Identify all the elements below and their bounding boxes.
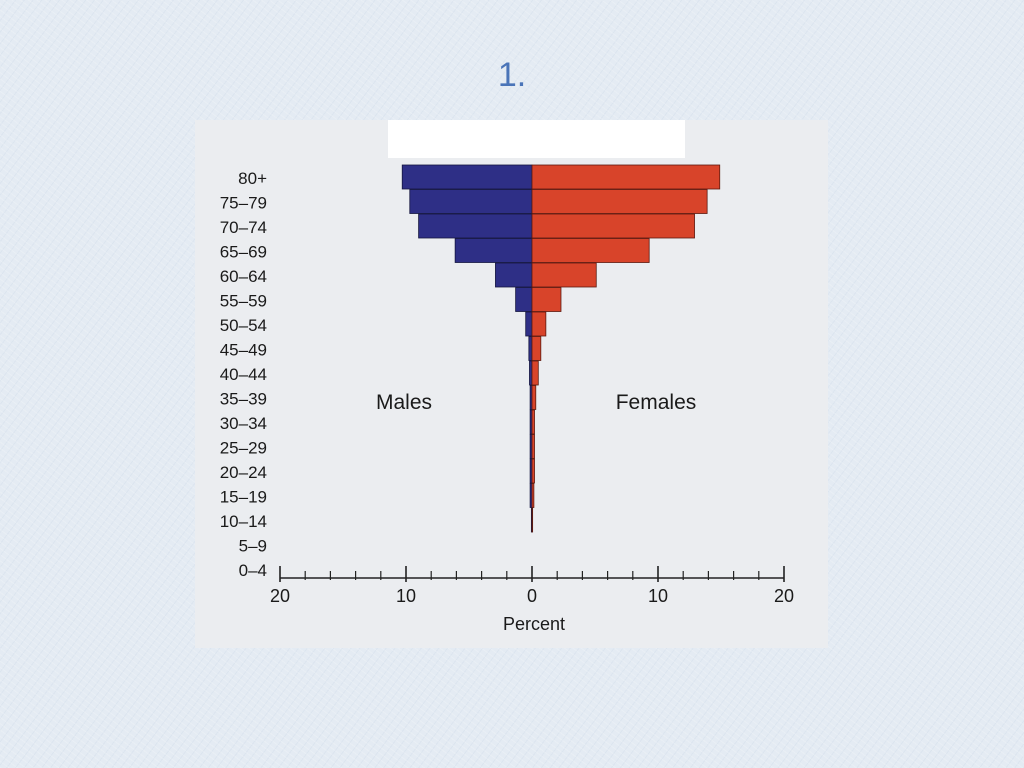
- bar-females-13: [531, 483, 535, 508]
- age-label-10: 30–34: [220, 414, 267, 433]
- age-label-0: 80+: [238, 169, 267, 188]
- age-label-5: 55–59: [220, 292, 267, 311]
- age-label-13: 15–19: [220, 488, 267, 507]
- bar-males-4: [495, 262, 533, 288]
- age-label-12: 20–24: [220, 463, 267, 482]
- tick-label-0: 20: [270, 586, 290, 606]
- age-label-6: 50–54: [220, 316, 267, 335]
- tick-label-2: 0: [527, 586, 537, 606]
- x-axis: 20 10 0 10 20: [270, 566, 794, 606]
- bar-females-1: [531, 189, 708, 214]
- age-label-16: 0–4: [239, 561, 267, 580]
- age-label-14: 10–14: [220, 512, 267, 531]
- age-label-9: 35–39: [220, 390, 267, 409]
- tick-label-3: 10: [648, 586, 668, 606]
- age-label-15: 5–9: [239, 537, 267, 556]
- tick-label-4: 20: [774, 586, 794, 606]
- bar-females-11: [531, 434, 535, 459]
- bar-females-0: [531, 164, 721, 190]
- bar-females-9: [531, 385, 537, 410]
- bar-females-5: [531, 287, 562, 312]
- bar-females-6: [531, 311, 547, 337]
- bar-females-14: [531, 507, 534, 533]
- bar-males-3: [454, 238, 533, 263]
- tick-label-1: 10: [396, 586, 416, 606]
- males-label: Males: [376, 391, 432, 414]
- age-labels: 80+ 75–79 70–74 65–69 60–64 55–59 50–54 45–49 40…: [220, 169, 267, 580]
- bar-females-10: [531, 409, 535, 435]
- females-label: Females: [616, 391, 697, 414]
- age-label-8: 40–44: [220, 365, 267, 384]
- age-label-7: 45–49: [220, 341, 267, 360]
- bar-females-3: [531, 238, 650, 263]
- bar-females-7: [531, 336, 542, 361]
- population-pyramid-chart: 80+ 75–79 70–74 65–69 60–64 55–59 50–54 45–49 40…: [220, 164, 794, 634]
- bar-males-0: [401, 164, 533, 190]
- bar-females-12: [531, 458, 535, 484]
- bar-males-2: [418, 213, 533, 239]
- age-label-3: 65–69: [220, 243, 267, 262]
- bars-layer: [401, 164, 721, 533]
- population-pyramid-figure: 80+ 75–79 70–74 65–69 60–64 55–59 50–54 45–49 40…: [195, 120, 828, 648]
- bar-females-4: [531, 262, 597, 288]
- bar-males-5: [515, 287, 533, 312]
- age-label-2: 70–74: [220, 218, 267, 237]
- bar-males-1: [409, 189, 533, 214]
- age-label-11: 25–29: [220, 439, 267, 458]
- x-axis-title: Percent: [503, 614, 565, 634]
- bar-females-2: [531, 213, 695, 239]
- title-cover-box: [388, 120, 685, 158]
- age-label-4: 60–64: [220, 267, 267, 286]
- bar-males-6: [525, 311, 533, 337]
- bar-males-7: [528, 336, 533, 361]
- bar-females-8: [531, 360, 539, 386]
- age-label-1: 75–79: [220, 194, 267, 213]
- slide-number: 1.: [497, 56, 527, 94]
